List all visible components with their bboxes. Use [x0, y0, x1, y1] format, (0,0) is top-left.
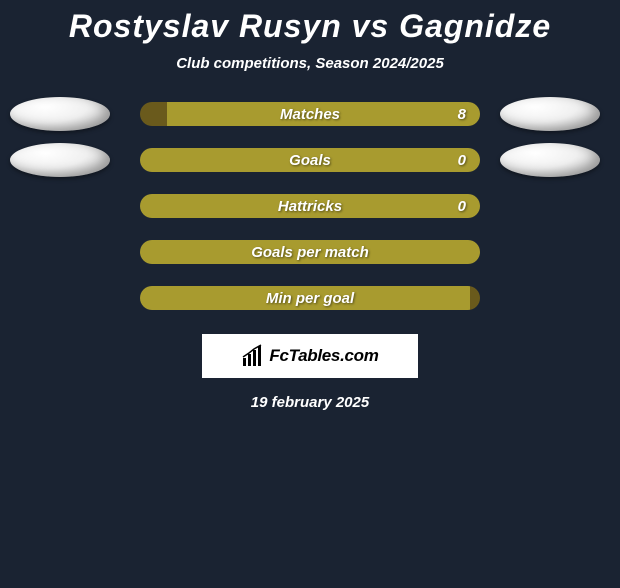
stat-bar: Hattricks 0: [140, 194, 480, 218]
stat-row: Min per goal: [0, 286, 620, 310]
stat-bar: Min per goal: [140, 286, 480, 310]
rugby-ball-icon: [10, 143, 110, 177]
stat-bar: Goals per match: [140, 240, 480, 264]
stat-label: Goals: [289, 152, 331, 169]
stat-value-right: 0: [458, 152, 466, 169]
stat-value-right: 0: [458, 198, 466, 215]
rugby-ball-icon: [500, 143, 600, 177]
stat-label: Matches: [280, 106, 340, 123]
stat-row: Goals per match: [0, 240, 620, 264]
stat-bar: Matches 8: [140, 102, 480, 126]
rugby-ball-icon: [10, 97, 110, 131]
stat-row: Hattricks 0: [0, 194, 620, 218]
stat-row: Matches 8: [0, 102, 620, 126]
chart-icon: [241, 344, 265, 368]
stat-value-right: 8: [458, 106, 466, 123]
stat-label: Hattricks: [278, 198, 342, 215]
stat-label: Min per goal: [266, 290, 354, 307]
page-title: Rostyslav Rusyn vs Gagnidze: [0, 8, 620, 45]
stat-bar: Goals 0: [140, 148, 480, 172]
stats-container: Matches 8 Goals 0 Hattricks 0 Goals per match M…: [0, 102, 620, 310]
subtitle: Club competitions, Season 2024/2025: [0, 55, 620, 72]
date-text: 19 february 2025: [0, 394, 620, 411]
stat-row: Goals 0: [0, 148, 620, 172]
brand-logo: FcTables.com: [202, 334, 418, 378]
rugby-ball-icon: [500, 97, 600, 131]
brand-text: FcTables.com: [269, 346, 378, 366]
stat-label: Goals per match: [251, 244, 369, 261]
